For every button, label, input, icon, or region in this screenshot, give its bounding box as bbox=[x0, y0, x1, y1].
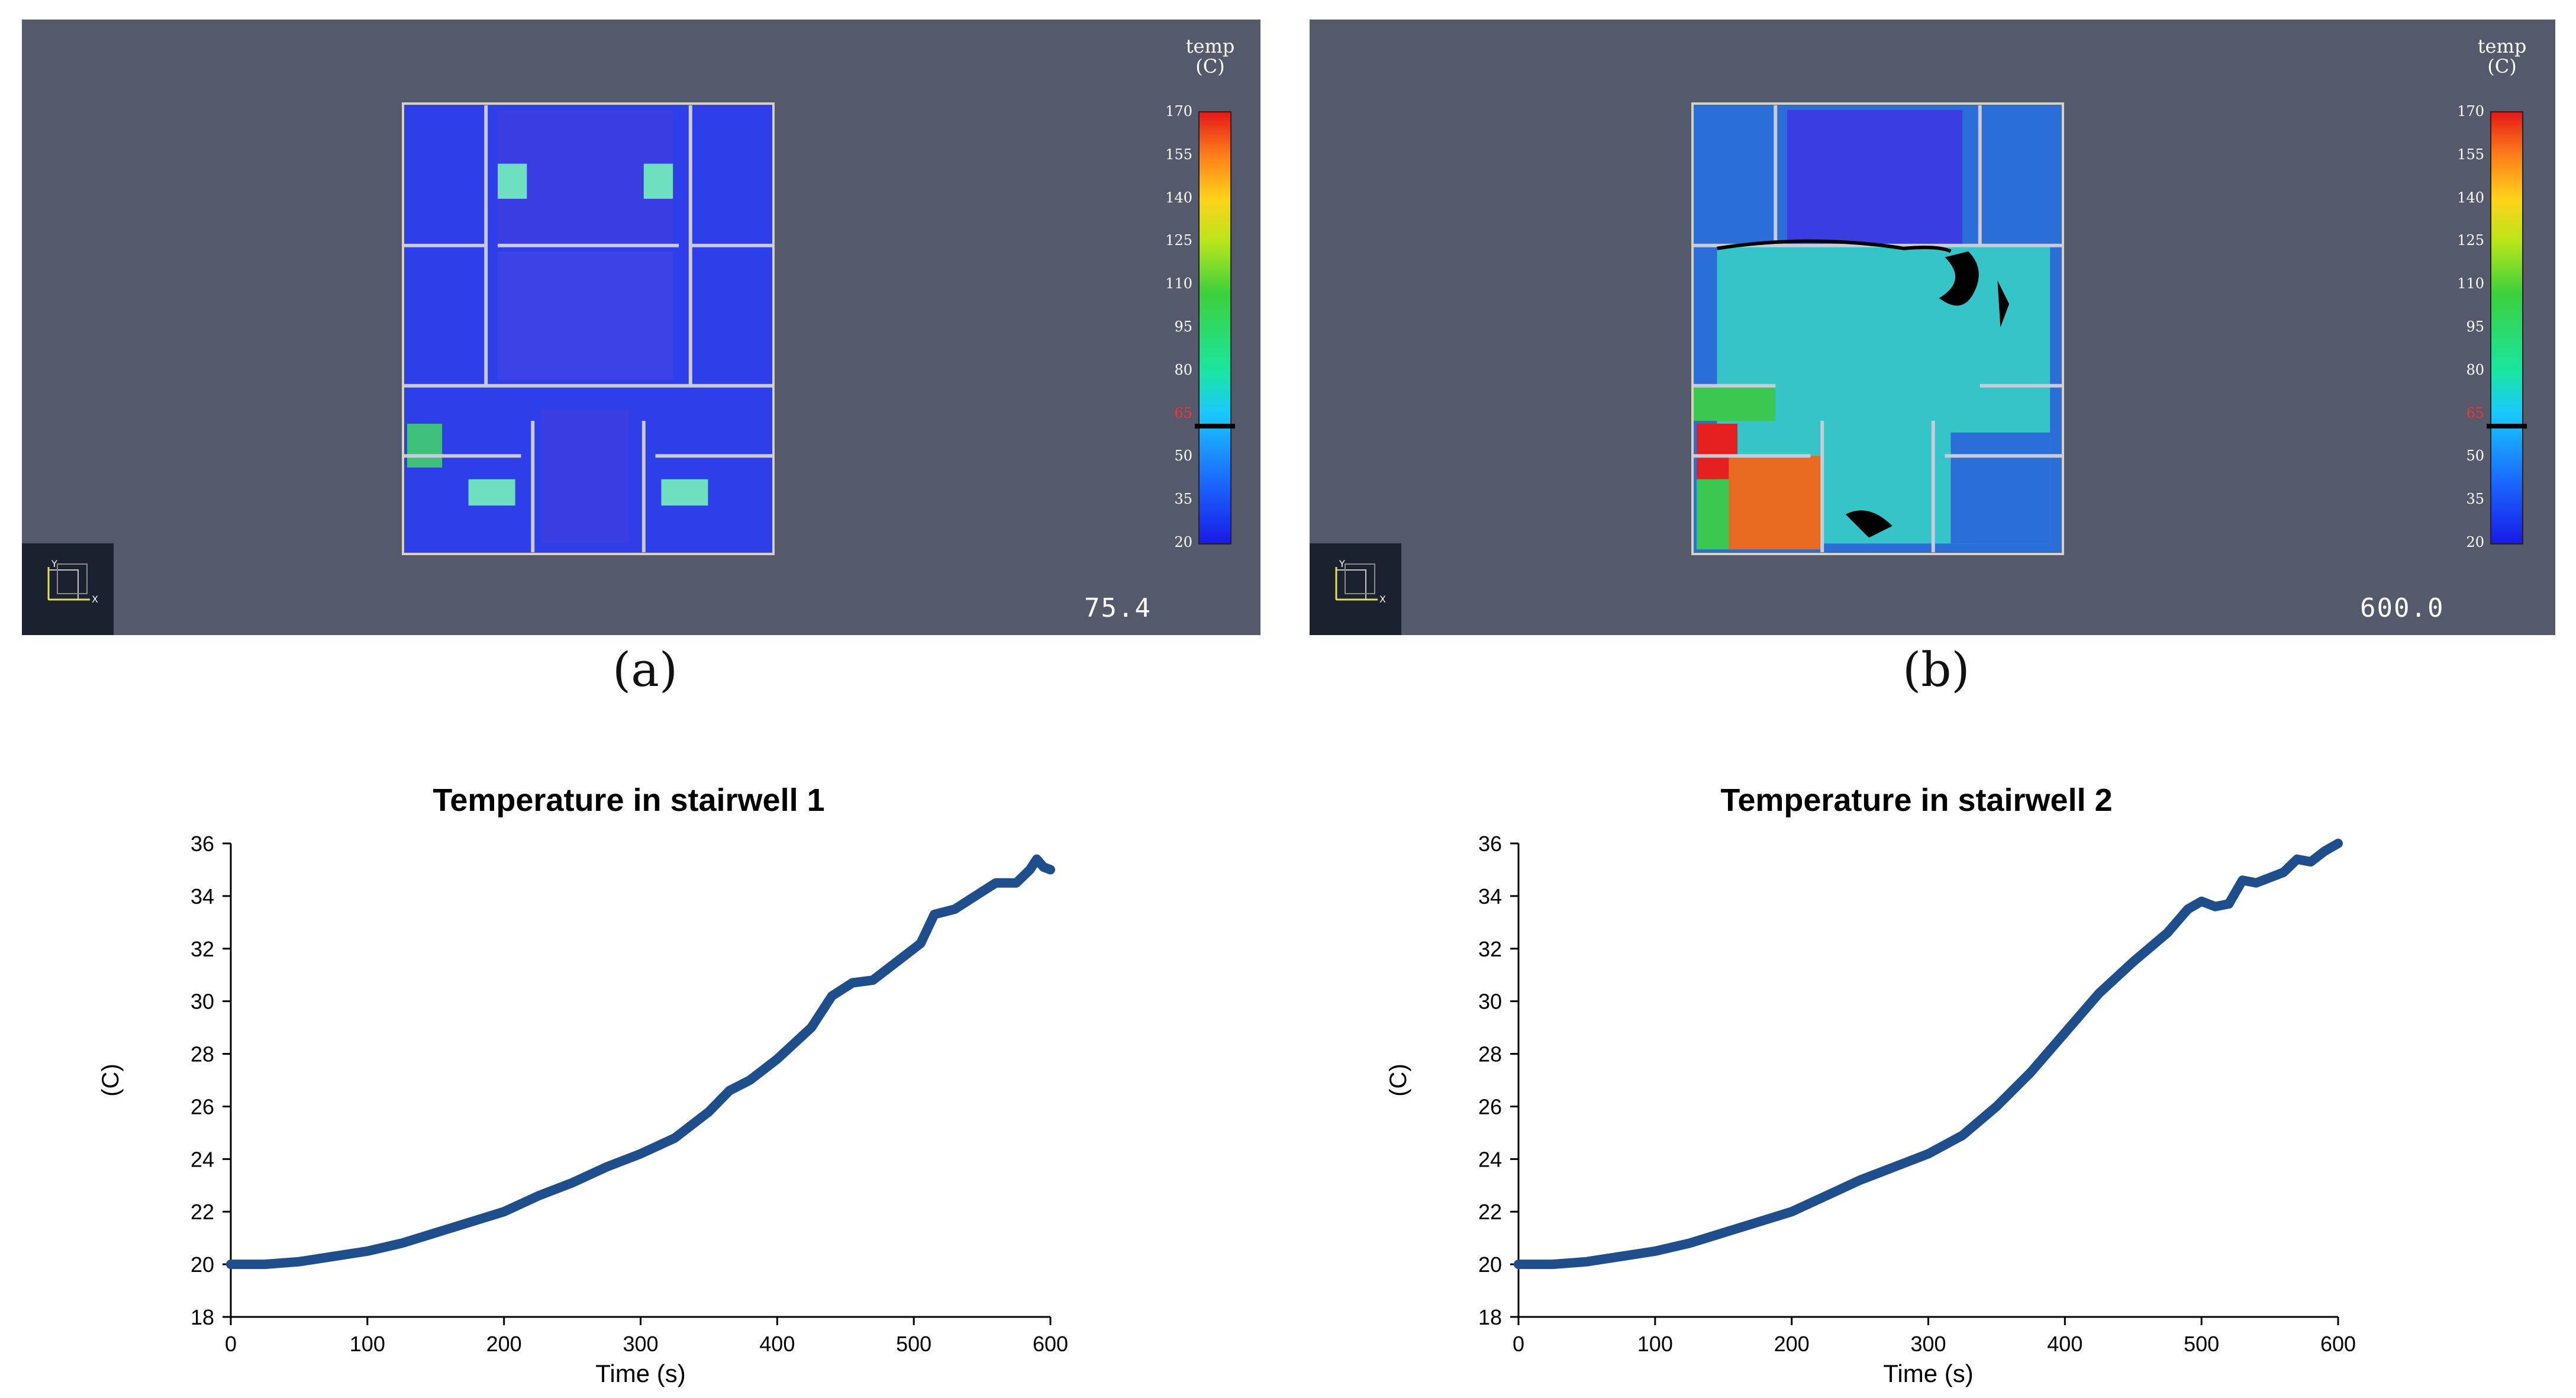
axes-orientation-icon: X Y bbox=[1310, 543, 1401, 635]
y-tick-label: 32 bbox=[191, 937, 214, 961]
y-tick-label: 30 bbox=[191, 990, 214, 1014]
temperature-chart-stairwell-1: Temperature in stairwell 1 18 20 22 24 26 28 30… bbox=[98, 782, 1068, 1387]
y-tick-label: 30 bbox=[1478, 990, 1502, 1014]
x-tick-label: 300 bbox=[623, 1332, 658, 1356]
colorbar-tick-label: 155 bbox=[1165, 146, 1192, 163]
colorbar-title: temp (C) bbox=[2477, 35, 2527, 78]
x-axis-label: Time (s) bbox=[595, 1360, 685, 1387]
y-tick-label: 36 bbox=[191, 832, 214, 856]
colorbar-tick-label: 20 bbox=[1174, 534, 1192, 550]
panel-a-label: (a) bbox=[612, 642, 678, 697]
series-line bbox=[226, 854, 1055, 1270]
colorbar-tick-label: 125 bbox=[2457, 232, 2484, 249]
x-tick-label: 200 bbox=[486, 1332, 522, 1356]
time-readout: 75.4 bbox=[1084, 593, 1152, 623]
chart-title: Temperature in stairwell 2 bbox=[1720, 782, 2112, 818]
y-tick-label: 34 bbox=[191, 884, 214, 909]
y-axis-label: (C) bbox=[1385, 1064, 1411, 1097]
y-tick-label: 28 bbox=[1478, 1042, 1502, 1067]
y-tick-label: 26 bbox=[191, 1094, 214, 1119]
floor-plan-a bbox=[402, 102, 775, 555]
x-tick-label: 500 bbox=[896, 1332, 931, 1356]
colorbar-tick-label: 95 bbox=[2466, 318, 2484, 335]
colorbar-tick-label: 65 bbox=[1174, 404, 1192, 421]
y-tick-label: 18 bbox=[191, 1305, 214, 1329]
y-tick-label: 36 bbox=[1478, 832, 1502, 856]
colorbar-marker bbox=[1195, 424, 1235, 429]
svg-text:Y: Y bbox=[51, 558, 57, 569]
chart-title: Temperature in stairwell 1 bbox=[433, 782, 824, 818]
colorbar-tick-label: 35 bbox=[1174, 491, 1192, 508]
x-tick-label: 0 bbox=[1513, 1332, 1524, 1356]
colorbar-tick-label: 170 bbox=[2457, 103, 2484, 120]
colorbar bbox=[1195, 111, 1235, 545]
y-tick-label: 24 bbox=[1478, 1147, 1502, 1171]
simulation-panel-b: temp (C) X Y 600.0 170 155 140 125 110 95 80 65… bbox=[1310, 20, 2555, 635]
y-tick-label: 18 bbox=[1478, 1305, 1502, 1329]
y-tick-label: 20 bbox=[191, 1252, 214, 1277]
y-tick-label: 22 bbox=[1478, 1200, 1502, 1224]
y-tick-label: 34 bbox=[1478, 884, 1502, 909]
colorbar-tick-label: 95 bbox=[1174, 318, 1192, 335]
colorbar bbox=[2487, 111, 2527, 545]
colorbar-tick-label: 140 bbox=[1165, 189, 1192, 206]
simulation-panel-a: temp (C) X Y 75.4 170 155 140 125 110 95 80 65 5… bbox=[22, 20, 1260, 635]
colorbar-tick-label: 80 bbox=[2466, 361, 2484, 378]
time-readout: 600.0 bbox=[2360, 593, 2445, 623]
y-tick-label: 28 bbox=[191, 1042, 214, 1067]
x-tick-label: 400 bbox=[2047, 1332, 2082, 1356]
temperature-chart-stairwell-2: Temperature in stairwell 2 18 20 22 24 26 28 30… bbox=[1385, 782, 2356, 1387]
colorbar-tick-label: 155 bbox=[2457, 146, 2484, 163]
colorbar-title: temp (C) bbox=[1185, 35, 1235, 78]
colorbar-marker bbox=[2487, 424, 2527, 429]
colorbar-tick-label: 50 bbox=[1174, 447, 1192, 465]
svg-text:X: X bbox=[92, 594, 98, 605]
colorbar-tick-label: 50 bbox=[2466, 447, 2484, 465]
x-tick-label: 0 bbox=[225, 1332, 237, 1356]
y-tick-label: 26 bbox=[1478, 1094, 1502, 1119]
x-tick-label: 100 bbox=[1637, 1332, 1673, 1356]
svg-text:Y: Y bbox=[1339, 558, 1345, 569]
y-tick-label: 20 bbox=[1478, 1252, 1502, 1277]
colorbar-tick-label: 110 bbox=[2457, 275, 2484, 292]
axes-orientation-icon: X Y bbox=[22, 543, 114, 635]
colorbar-tick-label: 20 bbox=[2466, 534, 2484, 550]
y-tick-label: 24 bbox=[191, 1147, 214, 1171]
x-tick-label: 200 bbox=[1774, 1332, 1810, 1356]
y-tick-label: 22 bbox=[191, 1200, 214, 1224]
x-tick-label: 100 bbox=[350, 1332, 385, 1356]
y-axis-label: (C) bbox=[98, 1064, 124, 1097]
colorbar-tick-label: 125 bbox=[1165, 232, 1192, 249]
colorbar-tick-label: 170 bbox=[1165, 103, 1192, 120]
x-tick-label: 600 bbox=[2320, 1332, 2356, 1356]
x-tick-label: 500 bbox=[2184, 1332, 2219, 1356]
x-tick-label: 400 bbox=[759, 1332, 795, 1356]
svg-text:X: X bbox=[1379, 594, 1386, 605]
colorbar-tick-label: 65 bbox=[2466, 404, 2484, 421]
x-axis-label: Time (s) bbox=[1883, 1360, 1973, 1387]
x-tick-label: 600 bbox=[1033, 1332, 1068, 1356]
colorbar-tick-label: 80 bbox=[1174, 361, 1192, 378]
x-tick-label: 300 bbox=[1910, 1332, 1946, 1356]
colorbar-tick-label: 140 bbox=[2457, 189, 2484, 206]
y-tick-label: 32 bbox=[1478, 937, 1502, 961]
colorbar-tick-label: 110 bbox=[1165, 275, 1192, 292]
floor-plan-b bbox=[1691, 102, 2064, 555]
panel-b-label: (b) bbox=[1903, 642, 1970, 697]
series-line bbox=[1514, 839, 2343, 1270]
colorbar-tick-label: 35 bbox=[2466, 491, 2484, 508]
